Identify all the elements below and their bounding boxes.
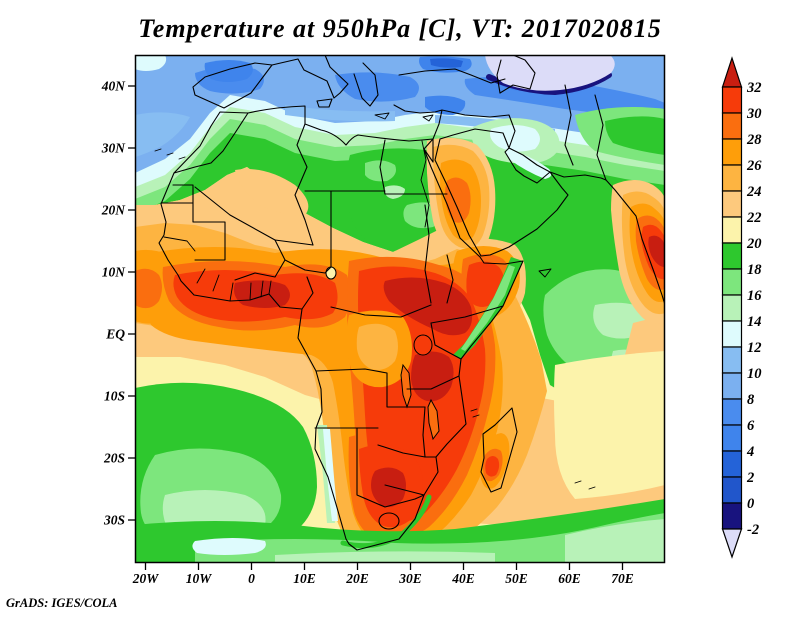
colorbar-label: 10 (747, 366, 762, 382)
colorbar-segment (721, 138, 743, 166)
colorbar-label: 28 (746, 132, 762, 148)
colorbar-label: 26 (746, 158, 762, 174)
colorbar-segment (721, 112, 743, 140)
colorbar-label: 14 (747, 314, 762, 330)
y-tick-label: 20N (101, 203, 127, 218)
x-tick-label: 30E (398, 571, 422, 586)
colorbar-label: 24 (746, 184, 762, 200)
y-tick-label: 30N (101, 141, 127, 156)
colorbar-segment (721, 268, 743, 296)
credit-text: GrADS: IGES/COLA (6, 596, 118, 610)
colorbar-label: -2 (747, 522, 759, 538)
x-tick-label: 70E (611, 571, 634, 586)
colorbar-segment (721, 398, 743, 426)
colorbar-segment (721, 294, 743, 322)
x-tick-label: 10W (186, 571, 213, 586)
colorbar-label: 8 (747, 392, 755, 408)
x-tick-label: 20E (345, 571, 369, 586)
map-frame (134, 54, 666, 564)
colorbar-segment (721, 86, 743, 114)
colorbar-segment (721, 190, 743, 218)
colorbar-segment (721, 216, 743, 244)
x-tick-label: 50E (505, 571, 528, 586)
plot-title: Temperature at 950hPa [C], VT: 201702081… (138, 14, 662, 43)
y-tick-label: 20S (103, 451, 125, 466)
colorbar-segment (721, 320, 743, 348)
colorbar-label: 0 (747, 496, 754, 512)
y-tick-label: 10S (104, 389, 125, 404)
colorbar-label: 2 (746, 470, 754, 486)
colorbar-segment (721, 450, 743, 478)
x-tick-label: 10E (293, 571, 316, 586)
colorbar-segment (721, 372, 743, 400)
y-tick-label: 10N (102, 265, 127, 280)
x-tick-label: 20W (132, 571, 160, 586)
colorbar-segment (721, 476, 743, 504)
colorbar-segment (721, 164, 743, 192)
colorbar-arrow-bottom (721, 528, 743, 559)
colorbar-arrow-top (721, 56, 743, 88)
x-tick-label: 40E (451, 571, 475, 586)
colorbar-label: 4 (746, 444, 754, 460)
colorbar-segment (721, 242, 743, 270)
colorbar-label: 20 (746, 236, 762, 252)
temperature-field (135, 55, 665, 563)
colorbar-label: 32 (746, 80, 762, 96)
colorbar-label: 16 (747, 288, 762, 304)
x-axis: 20W 10W 0 10E 20E 30E 40E 50E 60E 70E (132, 563, 634, 586)
colorbar-label: 12 (747, 340, 762, 356)
y-tick-label: 40N (101, 79, 127, 94)
colorbar-label: 18 (747, 262, 762, 278)
colorbar-segment (721, 424, 743, 452)
colorbar-label: 30 (746, 106, 762, 122)
colorbar-label: 6 (747, 418, 755, 434)
x-tick-label: 60E (558, 571, 581, 586)
y-tick-label: 30S (103, 513, 125, 528)
colorbar-label: 22 (746, 210, 762, 226)
colorbar-segment (721, 346, 743, 374)
y-tick-label: EQ (105, 327, 125, 342)
x-tick-label: 0 (248, 571, 255, 586)
coastlines-and-borders (154, 55, 665, 551)
colorbar-segment (721, 502, 743, 530)
y-axis: 40N 30N 20N 10N EQ 10S 20S 30S (101, 79, 135, 528)
